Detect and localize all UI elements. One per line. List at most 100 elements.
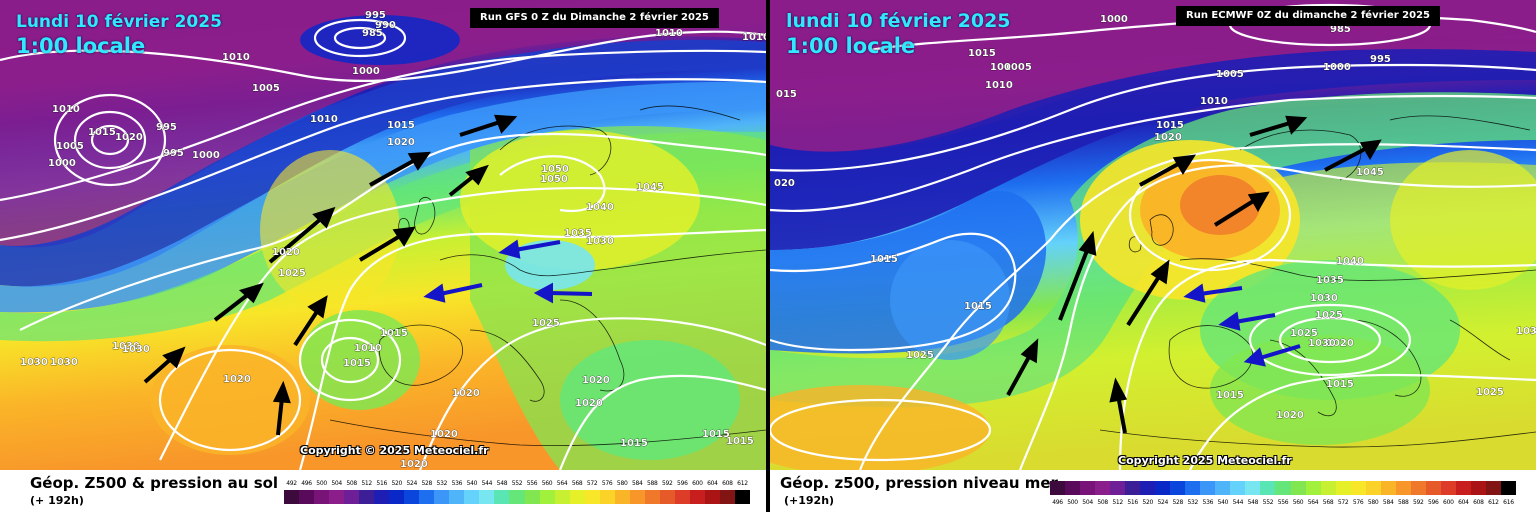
- isobar-label: 1015: [387, 120, 415, 131]
- gfs-panel: 9959909851010101010101005100010101015102…: [0, 0, 766, 512]
- scale-label: 592: [662, 480, 673, 487]
- scale-swatch: [329, 490, 345, 504]
- isobar-label: 020: [774, 178, 795, 189]
- isobar-label: 1010: [985, 80, 1013, 91]
- chart-subtitle: (+ 192h): [30, 494, 84, 507]
- scale-label: 580: [616, 480, 628, 487]
- scale-label: 532: [436, 480, 448, 487]
- scale-label: 548: [496, 480, 508, 487]
- scale-swatch: [1065, 481, 1081, 495]
- scale-label: 520: [1142, 499, 1153, 506]
- isobar-label: 1000: [192, 150, 220, 161]
- isobar-label: 015: [776, 89, 797, 100]
- scale-label: 560: [1292, 499, 1304, 506]
- isobar-label: 985: [1330, 24, 1351, 35]
- isobar-label: 1015: [964, 301, 992, 312]
- isobar-label: 1015: [343, 358, 371, 369]
- chart-title: Géop. z500, pression niveau mer: [780, 474, 1058, 492]
- scale-swatch: [1425, 481, 1441, 495]
- chart-title: Géop. Z500 & pression au sol: [30, 474, 279, 492]
- isobar-label: 1010: [354, 343, 382, 354]
- ecmwf-isobar-labels: 1000985995101510051000101010051000015101…: [774, 14, 1536, 422]
- scale-label: 532: [1187, 499, 1199, 506]
- isobar-label: 1000: [352, 66, 380, 77]
- scale-label: 540: [466, 480, 478, 487]
- isobar-label: 1020: [1276, 410, 1304, 421]
- scale-label: 584: [1382, 499, 1394, 506]
- copyright: Copyright © 2025 Meteociel.fr: [300, 444, 489, 457]
- ecmwf-panel: 1000 985 995 1015 1005 1000 1010 1005 1000 015 101…: [770, 0, 1536, 512]
- scale-swatch: [719, 490, 735, 504]
- isobar-label: 1000: [990, 62, 1018, 73]
- scale-swatch: [1350, 481, 1366, 495]
- scale-swatch: [1305, 481, 1321, 495]
- scale-swatch: [1365, 481, 1381, 495]
- scale-swatch: [599, 490, 615, 504]
- isobar-label: 1045: [636, 182, 664, 193]
- isobar-label: 1010: [1200, 96, 1228, 107]
- scale-label: 512: [361, 480, 372, 487]
- isobar-label: 1050: [541, 164, 569, 175]
- scale-label: 588: [1397, 499, 1409, 506]
- isobar-label: 1015: [620, 438, 648, 449]
- isobar-label: 1020: [272, 247, 300, 258]
- scale-swatch: [524, 490, 540, 504]
- scale-label: 500: [1067, 499, 1078, 506]
- isobar-label: 1050: [540, 174, 568, 185]
- isobar-label: 1040: [586, 202, 614, 213]
- scale-label: 548: [1247, 499, 1259, 506]
- scale-label: 516: [376, 480, 387, 487]
- isobar-label: 1040: [1336, 256, 1364, 267]
- scale-label: 576: [601, 480, 613, 487]
- isobar-label: 1015: [1216, 390, 1244, 401]
- run-info: Run GFS 0 Z du Dimanche 2 février 2025: [470, 8, 719, 28]
- valid-date: Lundi 10 février 2025: [16, 12, 222, 32]
- scale-swatch: [1110, 481, 1126, 495]
- scale-swatch: [1410, 481, 1426, 495]
- scale-label: 572: [1337, 499, 1349, 506]
- scale-swatch: [1500, 481, 1516, 495]
- isobar-label: 1020: [387, 137, 415, 148]
- scale-label: 508: [346, 480, 357, 487]
- isobar-label: 985: [362, 28, 383, 39]
- scale-label: 604: [1458, 499, 1469, 506]
- scale-label: 608: [1473, 499, 1484, 506]
- isobar-label: 1010: [742, 32, 766, 43]
- isobar-label: 1025: [278, 268, 306, 279]
- scale-swatch: [284, 490, 300, 504]
- scale-label: 596: [1428, 499, 1439, 506]
- scale-swatch: [344, 490, 360, 504]
- scale-swatch: [1230, 481, 1246, 495]
- isobar-label: 1020: [400, 459, 428, 470]
- scale-swatch: [359, 490, 375, 504]
- scale-swatch: [1185, 481, 1201, 495]
- isobar-label: 1010: [310, 114, 338, 125]
- isobar-label: 1005: [56, 141, 84, 152]
- scale-swatch: [464, 490, 480, 504]
- scale-label: 608: [722, 480, 733, 487]
- isobar-label: 1020: [115, 132, 143, 143]
- scale-label: 552: [1262, 499, 1274, 506]
- isobar-label: 1015: [88, 127, 116, 138]
- isobar-label: 1015: [1156, 120, 1184, 131]
- scale-swatch: [1125, 481, 1141, 495]
- scale-swatch: [314, 490, 330, 504]
- isobar-label: 1035: [1316, 275, 1344, 286]
- isobar-label: 1020: [430, 429, 458, 440]
- local-time: 1:00 locale: [786, 34, 916, 58]
- isobar-label: 1030: [1310, 293, 1338, 304]
- scale-swatch: [704, 490, 720, 504]
- isobar-label: 1020: [1154, 132, 1182, 143]
- scale-swatch: [509, 490, 525, 504]
- isobar-label: 1020: [223, 374, 251, 385]
- scale-swatch: [569, 490, 585, 504]
- isobar-label: 1005: [252, 83, 280, 94]
- isobar-label: 1015: [968, 48, 996, 59]
- scale-swatch: [584, 490, 600, 504]
- isobar-label: 1015: [702, 429, 730, 440]
- scale-label: 564: [1307, 499, 1319, 506]
- scale-swatch: [644, 490, 660, 504]
- scale-swatch: [734, 490, 750, 504]
- scale-swatch: [1215, 481, 1231, 495]
- scale-label: 576: [1352, 499, 1364, 506]
